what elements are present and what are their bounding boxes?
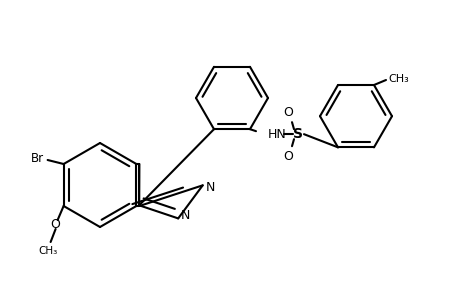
Text: CH₃: CH₃ [38,246,57,256]
Text: CH₃: CH₃ [387,74,408,84]
Text: O: O [50,218,61,230]
Text: HN: HN [268,128,286,141]
Text: N: N [181,209,190,222]
Text: O: O [282,150,292,163]
Text: Br: Br [30,152,44,164]
Text: O: O [282,106,292,119]
Text: N: N [205,181,215,194]
Text: S: S [292,127,302,141]
